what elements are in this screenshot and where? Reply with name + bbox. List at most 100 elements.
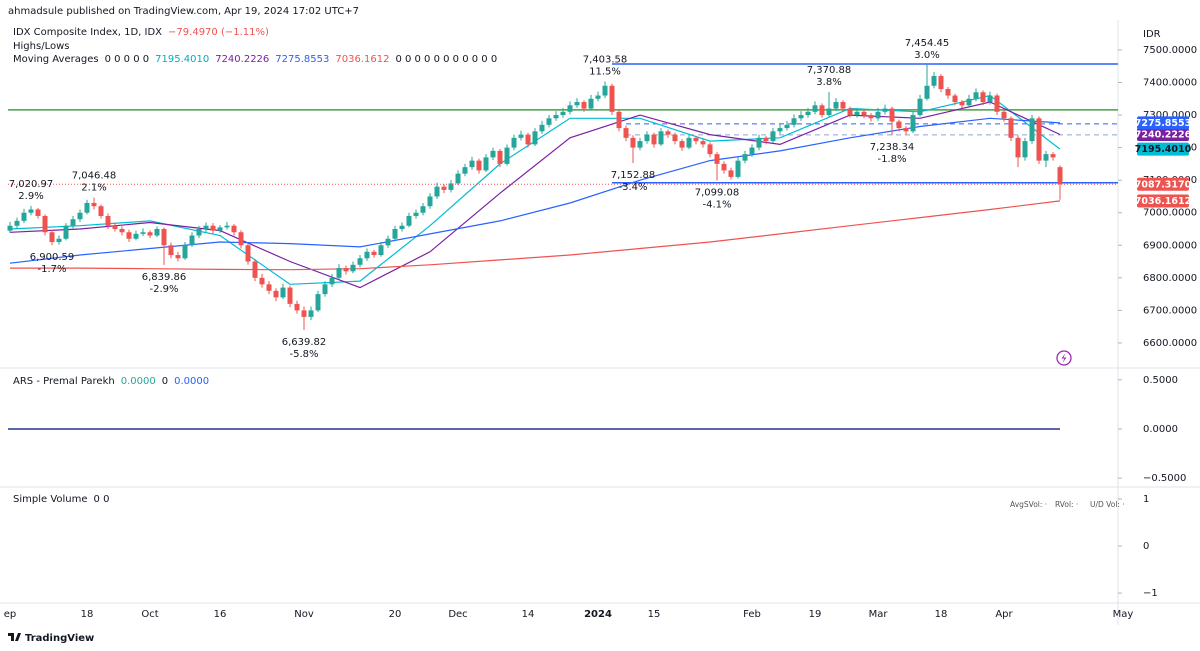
candle-body	[42, 215, 48, 233]
candle-body	[777, 128, 783, 132]
y-tick-label: 0.5000	[1143, 375, 1178, 386]
candle-body	[126, 232, 132, 239]
x-axis-label: Nov	[294, 609, 314, 620]
candle-body	[434, 186, 440, 197]
volume-zeros: 0 0	[94, 494, 110, 505]
ma-line: Moving Averages 0 0 0 0 0 7195.4010 7240.22…	[13, 54, 497, 65]
candle-body	[35, 209, 41, 216]
price-tag	[1137, 116, 1189, 130]
price-tag-label: 7275.8553	[1135, 118, 1192, 129]
candle-body	[763, 137, 769, 142]
moving-average-line	[9, 101, 1061, 289]
candle-body	[651, 134, 657, 145]
x-axis-label: 19	[809, 609, 822, 620]
candle-body	[861, 111, 867, 116]
low-price-label: 6,900.59	[30, 252, 75, 263]
candle-body	[896, 121, 902, 129]
candle-body	[497, 150, 503, 164]
x-axis-label: Mar	[869, 609, 889, 620]
candle-body	[259, 277, 265, 285]
candle-body	[133, 233, 139, 239]
candle-body	[728, 170, 734, 177]
candles	[7, 64, 1063, 330]
candle-body	[987, 95, 993, 103]
candle-body	[392, 228, 398, 239]
candle-body	[532, 131, 538, 145]
y-tick-label: 7500.0000	[1143, 45, 1197, 56]
high-pct-label: 11.5%	[589, 66, 621, 77]
candle-body	[210, 225, 216, 231]
candle-body	[518, 134, 524, 138]
ars-line: ARS - Premal Parekh 0.0000 0 0.0000	[13, 376, 209, 387]
low-price-label: 6,639.82	[282, 337, 327, 348]
candle-body	[805, 111, 811, 116]
candle-body	[644, 134, 650, 142]
candle-body	[441, 186, 447, 190]
candle-body	[469, 160, 475, 168]
candle-body	[483, 157, 489, 171]
high-pct-label: 2.9%	[18, 191, 43, 202]
low-pct-label: -4.1%	[702, 199, 731, 210]
x-axis-label: Oct	[141, 609, 158, 620]
candle-body	[609, 85, 615, 112]
currency: IDR	[1143, 29, 1161, 40]
candle-body	[371, 251, 377, 256]
candle-body	[616, 111, 622, 129]
price-tag	[1137, 177, 1189, 191]
candle-body	[560, 111, 566, 116]
low-pct-label: -2.9%	[149, 284, 178, 295]
price-tag	[1137, 194, 1189, 208]
low-price-label: 7,152.88	[611, 170, 656, 181]
candle-body	[945, 89, 951, 96]
candle-body	[1036, 118, 1042, 161]
candle-body	[756, 137, 762, 148]
candle-body	[462, 167, 468, 174]
x-axis-label: May	[1113, 609, 1134, 620]
candle-body	[637, 141, 643, 148]
high-price-label: 7,370.88	[807, 65, 852, 76]
volume-stat: RVol: ·	[1055, 500, 1078, 509]
price-tag-label: 7087.3170	[1135, 179, 1192, 190]
volume-stat: AvgSVol: ·	[1010, 500, 1047, 509]
alert-icon[interactable]	[1056, 350, 1072, 366]
candle-body	[721, 163, 727, 171]
x-axis-label: Apr	[995, 609, 1013, 620]
volume-line: Simple Volume 0 0	[13, 494, 109, 505]
candle-body	[1057, 167, 1063, 185]
highs-lows-title: Highs/Lows	[13, 41, 69, 52]
candle-body	[189, 235, 195, 246]
candle-body	[791, 118, 797, 125]
y-tick-label: 7400.0000	[1143, 78, 1197, 89]
candle-body	[385, 238, 391, 246]
low-price-label: 6,839.86	[142, 272, 187, 283]
candle-body	[749, 147, 755, 155]
candle-body	[574, 102, 580, 106]
y-tick-label: 6900.0000	[1143, 240, 1197, 251]
candle-body	[49, 232, 55, 243]
candle-body	[672, 134, 678, 142]
candle-body	[588, 98, 594, 109]
candle-body	[140, 232, 146, 234]
candle-body	[742, 154, 748, 161]
logo-mark	[8, 633, 21, 641]
candle-body	[959, 102, 965, 106]
ma-zeros: 0 0 0 0 0	[105, 54, 150, 65]
low-pct-label: -5.8%	[289, 349, 318, 360]
candle-body	[406, 215, 412, 226]
candle-body	[826, 108, 832, 116]
candle-body	[623, 128, 629, 138]
candle-body	[679, 141, 685, 148]
alert-bolt[interactable]	[1061, 353, 1067, 363]
y-tick-label: −0.5000	[1143, 473, 1186, 484]
high-price-label: 7,454.45	[905, 38, 950, 49]
candle-body	[343, 268, 349, 272]
x-axis-label: 18	[935, 609, 948, 620]
candle-body	[168, 245, 174, 256]
candle-body	[427, 196, 433, 207]
low-pct-label: -3.4%	[618, 182, 647, 193]
ars-title: ARS - Premal Parekh	[13, 376, 115, 387]
moving-average-line	[10, 200, 1061, 271]
candle-body	[581, 102, 587, 109]
ma-zeros: 0 0 0 0 0 0 0 0 0 0 0	[395, 54, 497, 65]
